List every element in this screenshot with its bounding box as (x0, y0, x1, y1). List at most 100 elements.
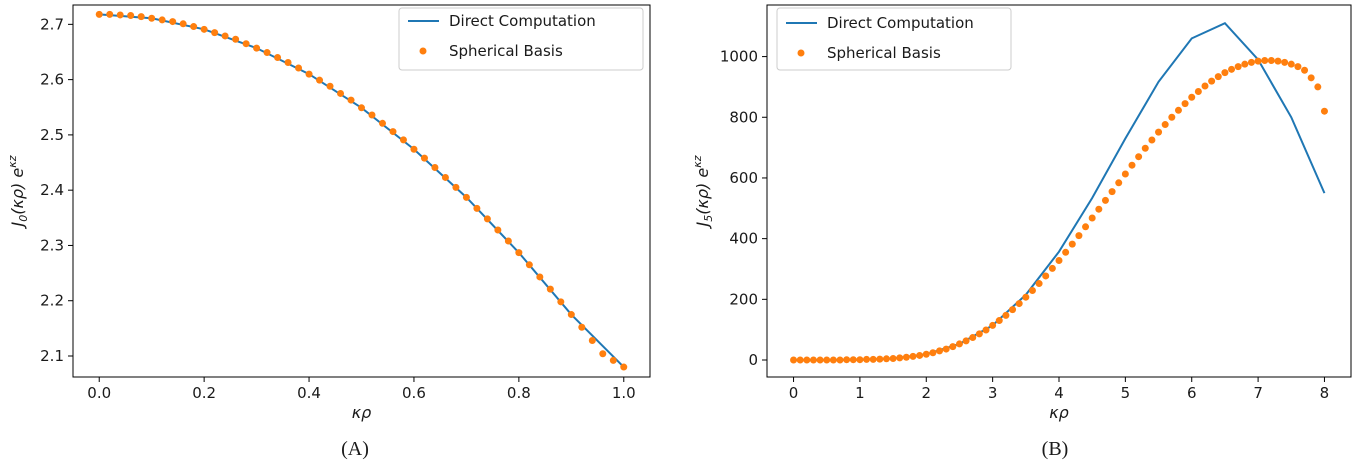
panel-b-series-point-spherical-basis (1015, 300, 1023, 308)
panel-a-series-point-spherical-basis (410, 145, 418, 153)
panel-b-series-point-spherical-basis (863, 355, 871, 363)
panel-b-series-point-spherical-basis (969, 334, 977, 342)
panel-b-series-point-spherical-basis (975, 330, 983, 338)
panel-b-legend-marker-swatch (797, 49, 805, 57)
panel-a-series-point-spherical-basis (494, 226, 502, 234)
panel-a-series-point-spherical-basis (127, 12, 135, 19)
panel-b-series-point-spherical-basis (989, 321, 997, 329)
panel-b-caption: (B) (1042, 438, 1069, 460)
panel-a-series-point-spherical-basis (578, 323, 586, 331)
panel-a-series-point-spherical-basis (347, 96, 355, 104)
panel-b-series-point-spherical-basis (1241, 60, 1249, 68)
panel-a-y-tick-label: 2.7 (40, 15, 64, 33)
panel-a-series-point-spherical-basis (441, 173, 449, 181)
panel-b-series-point-spherical-basis (849, 356, 857, 364)
panel-b-x-tick-label: 2 (921, 384, 931, 402)
panel-b-x-tick-label: 0 (789, 384, 799, 402)
panel-a-caption: (A) (341, 438, 369, 460)
panel-b-series-point-spherical-basis (1228, 65, 1236, 73)
panel-a-series-point-spherical-basis (358, 104, 365, 112)
panel-b-series-point-spherical-basis (1287, 60, 1295, 68)
panel-b-series-point-spherical-basis (1267, 57, 1275, 65)
panel-b-series-point-spherical-basis (1301, 66, 1309, 74)
panel-b-series-point-spherical-basis (1261, 57, 1269, 65)
panel-a-x-tick-label: 0.4 (297, 384, 321, 402)
panel-b-series-point-spherical-basis (796, 356, 804, 364)
panel-a-x-tick-label: 1.0 (612, 384, 636, 402)
panel-b-series-point-spherical-basis (962, 337, 970, 345)
panel-a-legend-label-direct: Direct Computation (449, 12, 596, 30)
panel-b-series-point-spherical-basis (942, 345, 950, 353)
panel-b-series-point-spherical-basis (1221, 69, 1229, 77)
panel-b-series-point-spherical-basis (1042, 272, 1050, 280)
panel-a-series-point-spherical-basis (557, 298, 565, 306)
panel-a-series-point-spherical-basis (389, 128, 397, 136)
panel-b-series-point-spherical-basis (1009, 306, 1017, 314)
panel-b-legend-label-direct: Direct Computation (827, 14, 974, 32)
panel-a-series-point-spherical-basis (399, 136, 407, 144)
panel-b-series-point-spherical-basis (1088, 214, 1096, 222)
panel-a-series-point-spherical-basis (473, 204, 481, 212)
panel-b-x-tick-label: 8 (1320, 384, 1330, 402)
panel-b-series-point-spherical-basis (829, 356, 837, 364)
panel-a-x-axis: 0.0 0.2 0.4 0.6 0.8 1.0 (87, 377, 636, 402)
panel-a-y-axis-label: J0(κρ) eκz (6, 155, 30, 229)
panel-b-series-point-spherical-basis (1201, 82, 1209, 90)
panel-b-series-point-spherical-basis (1022, 293, 1030, 301)
panel-a-x-tick-label: 0.8 (507, 384, 531, 402)
panel-b-series-point-spherical-basis (1181, 100, 1189, 108)
panel-b-series-point-spherical-basis (1048, 264, 1056, 272)
panel-a-series-point-spherical-basis (190, 23, 198, 31)
panel-a-series-point-spherical-basis (567, 311, 575, 319)
panel-b-series-point-spherical-basis (1208, 77, 1216, 85)
panel-b-series-point-spherical-basis (1002, 311, 1010, 319)
panel-a-series-point-spherical-basis (221, 32, 229, 40)
panel-b-series-point-spherical-basis (790, 356, 798, 364)
panel-b-series-point-spherical-basis (1101, 196, 1109, 204)
panel-b-series-point-spherical-basis (955, 340, 963, 348)
panel-a-series-point-spherical-basis (137, 13, 145, 21)
panel-a-series-point-spherical-basis (158, 16, 166, 24)
panel-b-series-point-spherical-basis (909, 352, 917, 360)
panel-a-series-point-spherical-basis (169, 18, 177, 26)
panel-b-legend: Direct Computation Spherical Basis (776, 7, 1012, 71)
panel-a-legend-label-spherical: Spherical Basis (449, 42, 563, 60)
panel-a-legend-marker-swatch (419, 47, 427, 55)
panel-b-series-point-spherical-basis (1174, 106, 1182, 114)
panel-b-series-point-spherical-basis (1055, 256, 1063, 264)
panel-b-series-point-spherical-basis (1035, 280, 1043, 288)
panel-b-series-point-spherical-basis (1135, 153, 1143, 161)
panel-a-series-point-spherical-basis (316, 76, 324, 84)
panel-b-series-point-spherical-basis (1062, 248, 1070, 256)
panel-b-series-point-spherical-basis (1247, 58, 1255, 66)
panel-a-series-point-spherical-basis (295, 64, 303, 72)
panel-b-legend-label-spherical: Spherical Basis (827, 44, 941, 62)
panel-a-series-point-spherical-basis (462, 193, 470, 201)
panel-b-y-tick-label: 600 (729, 169, 758, 187)
panel-a-y-tick-label: 2.4 (40, 181, 64, 199)
panel-a-series-point-spherical-basis (536, 273, 544, 281)
panel-b-series-point-spherical-basis (982, 326, 990, 334)
panel-a-series-point-spherical-basis (284, 58, 292, 66)
panel-b-y-axis: 0 200 400 600 800 1000 (720, 48, 767, 369)
panel-b-x-tick-label: 3 (988, 384, 998, 402)
panel-b-series-point-spherical-basis (1194, 87, 1202, 95)
panel-b-series-point-spherical-basis (949, 343, 957, 351)
panel-b-series-point-spherical-basis (1075, 232, 1083, 240)
panel-b-series-point-spherical-basis (1274, 57, 1282, 65)
panel-a-y-tick-label: 2.3 (40, 236, 64, 254)
panel-b-series-point-spherical-basis (1161, 121, 1169, 129)
panel-b-x-tick-label: 6 (1187, 384, 1197, 402)
panel-a-series-point-spherical-basis (95, 10, 103, 18)
panel-a-plot-frame (72, 4, 651, 378)
panel-b-series-point-spherical-basis (1307, 74, 1315, 82)
panel-b-series-point-spherical-basis (1141, 144, 1149, 152)
panel-a-series-point-spherical-basis (452, 183, 460, 191)
panel-b-series-point-spherical-basis (823, 356, 831, 364)
panel-b-series-point-spherical-basis (1095, 205, 1103, 213)
panel-b-x-tick-label: 1 (855, 384, 865, 402)
panel-a: 0.0 0.2 0.4 0.6 0.8 1.0 2.1 2.2 2.3 2.4 2.5 2.6 2.7… (6, 4, 651, 460)
panel-b-series-point-spherical-basis (803, 356, 811, 364)
panel-b-series-point-spherical-basis (936, 347, 944, 355)
